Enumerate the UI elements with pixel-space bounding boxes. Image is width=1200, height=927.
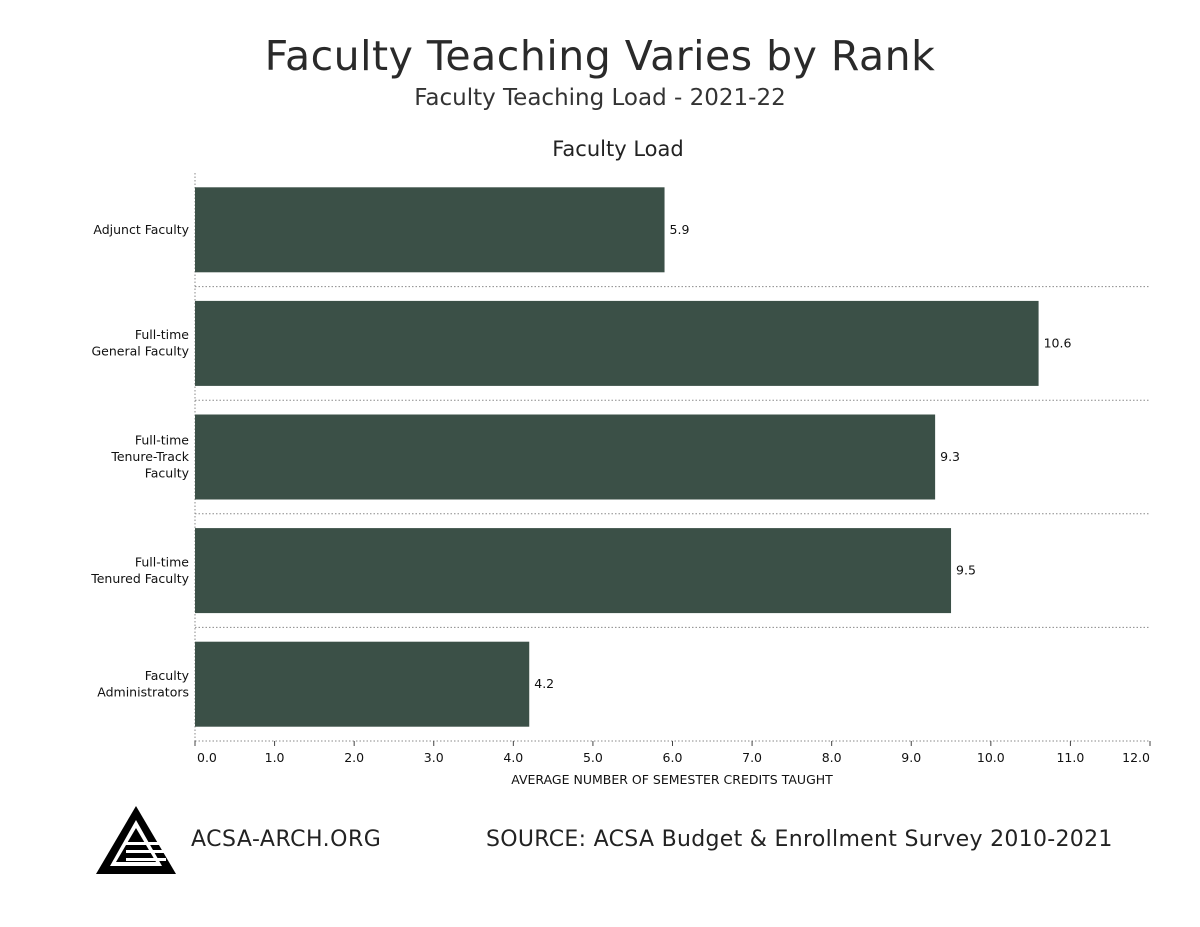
x-tick-label: 6.0: [663, 750, 683, 765]
x-tick-label: 4.0: [503, 750, 523, 765]
category-label-line: Full-time: [135, 327, 189, 342]
bar: [195, 641, 530, 727]
category-label-line: Faculty: [145, 466, 190, 481]
x-tick-label: 8.0: [822, 750, 842, 765]
page-subtitle: Faculty Teaching Load - 2021-22: [414, 85, 786, 111]
category-label: Faculty Administrators: [97, 668, 189, 700]
bar: [195, 300, 1039, 386]
x-tick-label: 1.0: [265, 750, 285, 765]
category-label-line: Full-time: [135, 554, 189, 569]
x-tick-label: 9.0: [901, 750, 921, 765]
x-tick-label: 5.0: [583, 750, 603, 765]
x-tick-label: 0.0: [197, 750, 217, 765]
x-tick-label: 2.0: [344, 750, 364, 765]
data-label: 4.2: [534, 676, 554, 691]
x-axis-label: AVERAGE NUMBER OF SEMESTER CREDITS TAUGH…: [511, 772, 833, 787]
category-label-line: Tenured Faculty: [90, 571, 189, 586]
footer-site-link: ACSA-ARCH.ORG: [191, 827, 382, 852]
data-label: 9.5: [956, 563, 976, 578]
category-label-line: Adjunct Faculty: [93, 222, 189, 237]
bar-chart: Faculty Load 0.0 1.0 2.0 3.0 4.0 5.0 6.0 7.0 8.0…: [90, 137, 1151, 787]
bar: [195, 528, 952, 614]
x-tick-label: 11.0: [1056, 750, 1084, 765]
category-label: Full-time Tenured Faculty: [90, 554, 189, 586]
bar: [195, 414, 936, 500]
data-label: 10.6: [1044, 335, 1072, 350]
category-label: Adjunct Faculty: [93, 222, 189, 237]
category-label-line: Full-time: [135, 433, 189, 448]
category-label-line: General Faculty: [91, 344, 189, 359]
plot-area: 0.0 1.0 2.0 3.0 4.0 5.0 6.0 7.0 8.0 9.0 10.0 11.0 12…: [90, 173, 1151, 765]
footer-source: SOURCE: ACSA Budget & Enrollment Survey …: [486, 827, 1113, 852]
acsa-triangle-logo-icon: [96, 806, 176, 874]
bar: [195, 187, 665, 273]
x-tick-label: 10.0: [977, 750, 1005, 765]
category-label: Full-time General Faculty: [91, 327, 189, 359]
category-label-line: Tenure-Track: [110, 449, 189, 464]
category-label: Full-time Tenure-Track Faculty: [110, 433, 189, 481]
x-tick-label: 3.0: [424, 750, 444, 765]
x-tick-label: 7.0: [742, 750, 762, 765]
data-label: 5.9: [670, 222, 690, 237]
category-label-line: Faculty: [145, 668, 190, 683]
chart-title: Faculty Load: [552, 137, 683, 161]
data-label: 9.3: [940, 449, 960, 464]
page-title: Faculty Teaching Varies by Rank: [264, 32, 936, 80]
x-tick-label: 12.0: [1122, 750, 1150, 765]
category-label-line: Administrators: [97, 684, 189, 699]
